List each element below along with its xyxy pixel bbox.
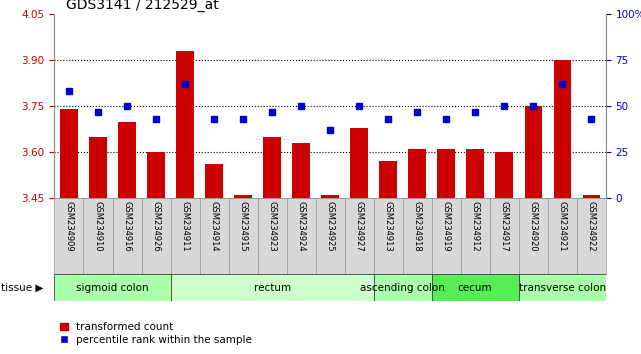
Text: cecum: cecum: [458, 282, 492, 293]
Bar: [495, 152, 513, 198]
Text: GSM234911: GSM234911: [181, 200, 190, 251]
Bar: [403, 198, 431, 274]
Bar: [379, 161, 397, 198]
Text: GSM234917: GSM234917: [500, 200, 509, 251]
Bar: [60, 109, 78, 198]
Text: ascending colon: ascending colon: [360, 282, 445, 293]
Bar: [89, 137, 106, 198]
Bar: [321, 195, 339, 198]
Bar: [374, 274, 431, 301]
Text: GSM234921: GSM234921: [558, 200, 567, 251]
Text: GSM234912: GSM234912: [470, 200, 479, 251]
Text: GSM234914: GSM234914: [210, 200, 219, 251]
Text: tissue ▶: tissue ▶: [1, 282, 43, 293]
Text: GSM234922: GSM234922: [587, 200, 595, 251]
Bar: [287, 198, 315, 274]
Bar: [199, 198, 229, 274]
Bar: [229, 198, 258, 274]
Bar: [292, 143, 310, 198]
Bar: [345, 198, 374, 274]
Bar: [519, 274, 606, 301]
Text: GSM234913: GSM234913: [384, 200, 393, 251]
Text: GSM234925: GSM234925: [326, 200, 335, 251]
Text: GSM234915: GSM234915: [238, 200, 247, 251]
Bar: [467, 149, 484, 198]
Bar: [171, 274, 374, 301]
Bar: [408, 149, 426, 198]
Bar: [83, 198, 113, 274]
Text: GSM234918: GSM234918: [413, 200, 422, 251]
Text: GSM234916: GSM234916: [122, 200, 131, 251]
Bar: [524, 106, 542, 198]
Text: transverse colon: transverse colon: [519, 282, 606, 293]
Bar: [258, 198, 287, 274]
Bar: [577, 198, 606, 274]
Bar: [205, 165, 223, 198]
Legend: transformed count, percentile rank within the sample: transformed count, percentile rank withi…: [60, 322, 253, 345]
Bar: [554, 60, 571, 198]
Text: GDS3141 / 212529_at: GDS3141 / 212529_at: [65, 0, 218, 12]
Bar: [431, 198, 461, 274]
Bar: [547, 198, 577, 274]
Bar: [583, 195, 600, 198]
Bar: [54, 198, 83, 274]
Bar: [431, 274, 519, 301]
Bar: [374, 198, 403, 274]
Bar: [437, 149, 455, 198]
Text: GSM234924: GSM234924: [297, 200, 306, 251]
Text: GSM234923: GSM234923: [267, 200, 276, 251]
Bar: [119, 121, 136, 198]
Text: rectum: rectum: [254, 282, 290, 293]
Text: GSM234920: GSM234920: [529, 200, 538, 251]
Bar: [147, 152, 165, 198]
Text: GSM234910: GSM234910: [94, 200, 103, 251]
Text: GSM234919: GSM234919: [442, 200, 451, 251]
Bar: [519, 198, 547, 274]
Text: GSM234926: GSM234926: [151, 200, 160, 251]
Bar: [351, 128, 368, 198]
Text: GSM234909: GSM234909: [65, 200, 74, 251]
Text: GSM234927: GSM234927: [354, 200, 363, 251]
Bar: [461, 198, 490, 274]
Bar: [54, 274, 171, 301]
Bar: [235, 195, 252, 198]
Bar: [113, 198, 142, 274]
Bar: [142, 198, 171, 274]
Bar: [263, 137, 281, 198]
Bar: [171, 198, 199, 274]
Text: sigmoid colon: sigmoid colon: [76, 282, 149, 293]
Bar: [176, 51, 194, 198]
Bar: [490, 198, 519, 274]
Bar: [315, 198, 345, 274]
